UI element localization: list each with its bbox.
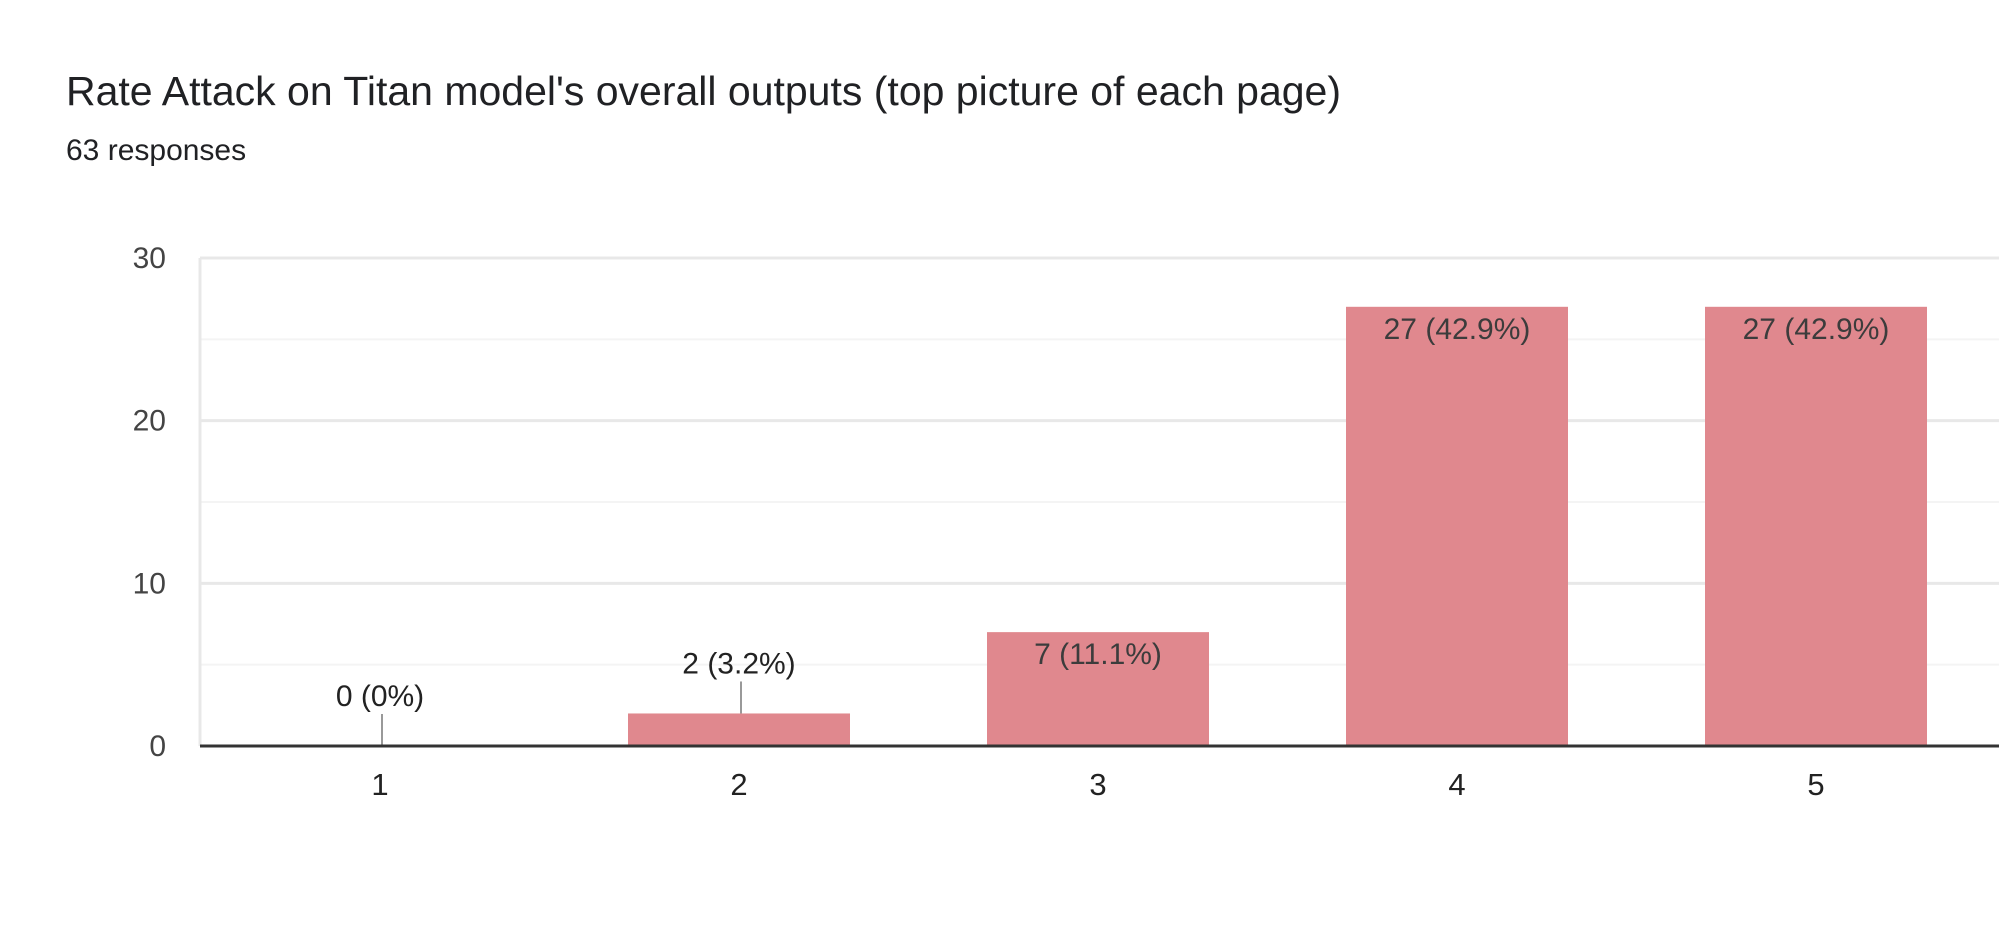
x-tick-label: 2 [730,767,747,802]
data-label: 27 (42.9%) [1743,313,1890,346]
x-tick-label: 5 [1807,767,1824,802]
x-tick-label: 4 [1448,767,1465,802]
data-label: 7 (11.1%) [1034,638,1162,671]
response-count: 63 responses [66,134,247,167]
x-tick-label: 1 [371,767,388,802]
data-label: 27 (42.9%) [1384,313,1531,346]
bar [987,632,1209,746]
y-tick-label: 20 [133,405,166,438]
bar [1346,306,1568,746]
y-tick-label: 0 [149,730,166,763]
bar [628,713,850,746]
data-label: 0 (0%) [336,680,424,713]
data-label: 2 (3.2%) [682,647,795,680]
bar [1705,306,1927,746]
x-tick-label: 3 [1089,767,1106,802]
y-tick-label: 10 [133,567,166,600]
y-tick-label: 30 [133,242,166,275]
chart-title: Rate Attack on Titan model's overall out… [66,68,1342,114]
